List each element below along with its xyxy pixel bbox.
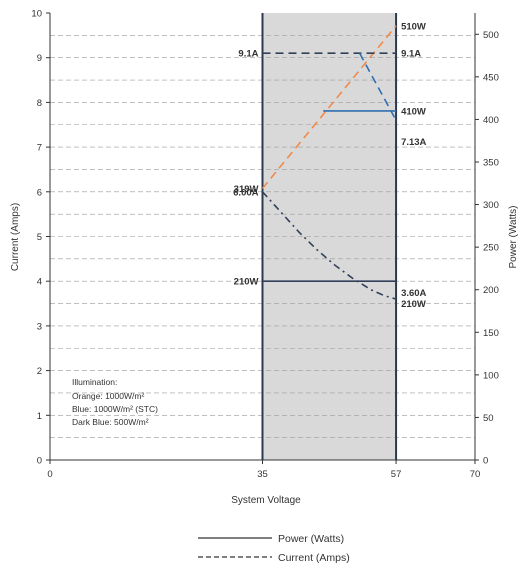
y-right-axis-title: Power (Watts) bbox=[508, 206, 519, 269]
tick-labels: 0123456789100501001502002503003504004505… bbox=[31, 9, 498, 481]
y-right-tick-label: 300 bbox=[483, 200, 499, 211]
y-left-tick-label: 7 bbox=[37, 143, 42, 154]
legend: Power (Watts) Current (Amps) bbox=[198, 533, 350, 564]
y-right-tick-label: 250 bbox=[483, 243, 499, 254]
y-right-tick-label: 0 bbox=[483, 456, 488, 467]
y-left-tick-label: 0 bbox=[37, 456, 42, 467]
point-annotation: 510W bbox=[401, 21, 426, 32]
y-left-tick-label: 9 bbox=[37, 53, 42, 64]
y-left-tick-label: 10 bbox=[31, 9, 42, 20]
point-annotation: 7.13A bbox=[401, 137, 426, 148]
x-tick-label: 0 bbox=[47, 469, 52, 480]
illumination-blue: Blue: 1000W/m² (STC) bbox=[72, 404, 158, 414]
point-annotation: 319W bbox=[234, 184, 259, 195]
series-lines bbox=[261, 25, 397, 300]
y-left-tick-label: 8 bbox=[37, 98, 42, 109]
illumination-dark-blue: Dark Blue: 500W/m² bbox=[72, 417, 149, 427]
y-right-tick-label: 150 bbox=[483, 328, 499, 339]
x-tick-label: 57 bbox=[391, 469, 402, 480]
point-annotation: 210W bbox=[234, 277, 259, 288]
y-left-tick-label: 5 bbox=[37, 232, 42, 243]
y-right-tick-label: 100 bbox=[483, 370, 499, 381]
x-tick-label: 35 bbox=[257, 469, 268, 480]
legend-label-current: Current (Amps) bbox=[278, 552, 350, 564]
point-annotation: 410W bbox=[401, 106, 426, 117]
y-left-tick-label: 1 bbox=[37, 411, 42, 422]
y-left-tick-label: 4 bbox=[37, 277, 42, 288]
illumination-note: Illumination: Orange: 1000W/m² Blue: 100… bbox=[72, 377, 158, 427]
point-annotation: 210W bbox=[401, 299, 426, 310]
y-left-tick-label: 6 bbox=[37, 187, 42, 198]
y-right-tick-label: 450 bbox=[483, 72, 499, 83]
y-right-tick-label: 500 bbox=[483, 30, 499, 41]
legend-label-power: Power (Watts) bbox=[278, 533, 344, 545]
point-annotation: 9.1A bbox=[238, 49, 258, 60]
y-left-tick-label: 2 bbox=[37, 366, 42, 377]
y-right-tick-label: 50 bbox=[483, 413, 494, 424]
y-right-tick-label: 400 bbox=[483, 115, 499, 126]
point-annotations: 9.1A510W9.1A410W7.13A319W6.00A3.60A210W2… bbox=[233, 21, 426, 310]
illumination-orange: Orange: 1000W/m² bbox=[72, 391, 144, 401]
y-left-tick-label: 3 bbox=[37, 321, 42, 332]
point-annotation: 6.00A bbox=[233, 187, 258, 198]
y-right-tick-label: 350 bbox=[483, 158, 499, 169]
point-annotation: 3.60A bbox=[401, 288, 426, 299]
y-left-axis-title: Current (Amps) bbox=[10, 203, 21, 271]
illumination-title: Illumination: bbox=[72, 377, 117, 387]
point-annotation: 9.1A bbox=[401, 49, 421, 60]
x-axis-title: System Voltage bbox=[231, 495, 301, 506]
series-line-dark_blue-dash-dot bbox=[261, 191, 397, 300]
x-tick-label: 70 bbox=[470, 469, 481, 480]
y-right-tick-label: 200 bbox=[483, 285, 499, 296]
